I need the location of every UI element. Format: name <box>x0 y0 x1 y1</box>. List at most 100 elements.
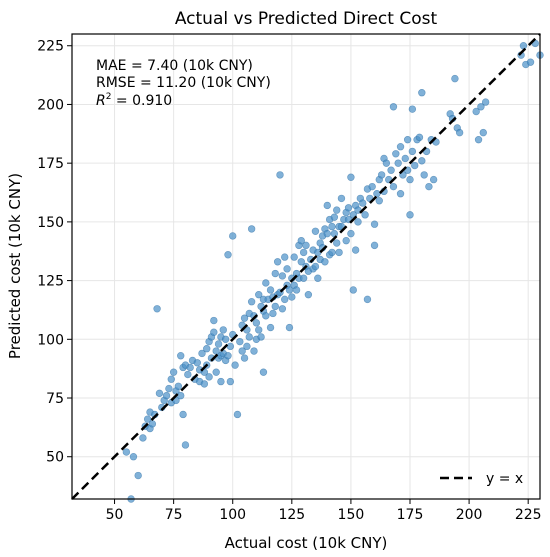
data-point <box>281 295 289 304</box>
data-point <box>477 103 485 111</box>
data-point <box>323 201 331 210</box>
data-point <box>349 286 357 294</box>
data-point <box>214 340 223 348</box>
data-point <box>363 295 372 304</box>
y-tick-label: 75 <box>46 391 64 407</box>
data-point <box>233 410 242 419</box>
data-point <box>269 309 277 318</box>
data-point <box>429 175 438 184</box>
rmse-annotation: RMSE = 11.20 (10k CNY) <box>96 75 271 91</box>
data-point <box>198 349 206 358</box>
reference-line <box>71 33 541 500</box>
data-point <box>167 375 175 383</box>
x-axis-label: Actual cost (10k CNY) <box>225 534 388 552</box>
data-point <box>148 420 157 428</box>
data-point <box>266 286 275 294</box>
scatter-points <box>122 39 544 503</box>
data-point <box>479 128 487 137</box>
data-point <box>297 258 305 266</box>
x-tick-label: 200 <box>456 507 483 523</box>
data-point <box>259 368 268 376</box>
data-point <box>226 342 235 351</box>
data-point <box>330 229 339 238</box>
data-point <box>411 161 419 170</box>
r2-superscript: 2 <box>106 92 112 102</box>
data-point <box>283 265 291 273</box>
data-point <box>245 333 253 341</box>
data-point <box>184 370 192 379</box>
data-point <box>415 133 424 142</box>
data-point <box>304 290 313 299</box>
data-point <box>425 182 433 191</box>
data-point <box>273 258 282 266</box>
data-point <box>224 352 232 360</box>
data-point <box>278 272 287 280</box>
axis-ticks: 50 75 100 125 150 175 200 225 50 75 100 125 150 175 20… <box>37 39 541 523</box>
data-point <box>153 305 161 313</box>
data-point <box>257 333 265 341</box>
data-point <box>219 326 227 334</box>
chart-title: Actual vs Predicted Direct Cost <box>175 9 438 29</box>
data-point <box>347 229 355 238</box>
y-tick-label: 125 <box>37 274 64 290</box>
data-point <box>451 74 459 83</box>
data-point <box>224 251 232 259</box>
x-tick-label: 225 <box>515 507 542 523</box>
data-point <box>203 344 211 353</box>
data-point <box>243 342 251 351</box>
data-point <box>247 298 256 306</box>
y-tick-label: 175 <box>37 156 64 172</box>
data-point <box>396 189 405 198</box>
data-point <box>122 448 131 456</box>
data-point <box>177 352 185 360</box>
data-point <box>179 410 187 419</box>
data-point <box>262 279 270 287</box>
data-point <box>155 389 164 398</box>
data-point <box>186 363 194 372</box>
data-point <box>389 182 398 191</box>
data-point <box>165 384 173 393</box>
x-tick-label: 150 <box>338 507 365 523</box>
data-point <box>406 175 414 184</box>
data-point <box>396 143 405 151</box>
data-point <box>373 189 381 198</box>
data-point <box>276 171 284 179</box>
data-point <box>210 316 218 325</box>
data-point <box>519 42 528 50</box>
x-tick-label: 50 <box>106 507 124 523</box>
x-tick-label: 125 <box>278 507 305 523</box>
data-point <box>255 290 263 299</box>
data-point <box>278 305 287 313</box>
data-point <box>292 286 301 294</box>
data-point <box>361 211 369 219</box>
data-point <box>392 150 400 158</box>
data-point <box>472 107 480 116</box>
data-point <box>212 368 220 376</box>
data-point <box>382 159 391 167</box>
data-point <box>162 391 171 400</box>
data-point <box>299 248 308 257</box>
data-point <box>229 232 237 240</box>
data-point <box>354 218 362 226</box>
data-point <box>290 253 298 261</box>
data-point <box>193 359 201 367</box>
data-point <box>210 328 218 336</box>
data-point <box>389 103 398 111</box>
data-point <box>250 347 258 355</box>
data-point <box>314 274 322 282</box>
data-point <box>344 204 353 212</box>
data-point <box>169 368 178 376</box>
data-point <box>418 157 426 165</box>
data-point <box>129 453 138 461</box>
data-point <box>474 135 483 144</box>
data-point <box>311 262 320 271</box>
data-point <box>328 222 336 231</box>
data-point <box>255 326 263 334</box>
x-tick-label: 175 <box>397 507 424 523</box>
data-point <box>174 382 183 390</box>
data-point <box>221 335 230 344</box>
data-point <box>247 225 256 233</box>
r2-symbol: R <box>96 93 106 109</box>
data-point <box>420 171 428 179</box>
